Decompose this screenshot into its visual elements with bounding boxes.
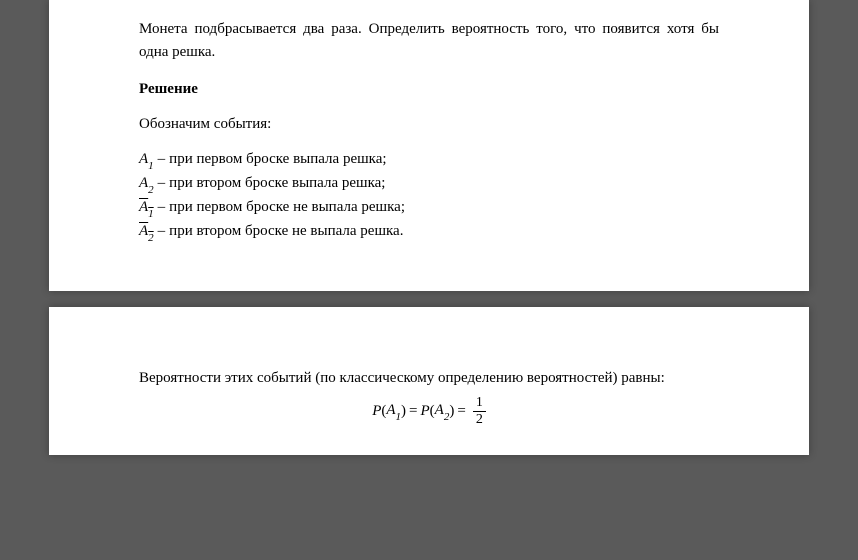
eq-denominator: 2 bbox=[473, 412, 486, 427]
event-var-bar: A2 bbox=[139, 221, 154, 245]
page-2: Вероятности этих событий (по классическо… bbox=[49, 307, 809, 455]
event-desc: при первом броске выпала решка; bbox=[169, 149, 386, 171]
event-var: A2 bbox=[139, 173, 154, 197]
eq-A2: A2 bbox=[435, 402, 450, 421]
eq-P1: P bbox=[372, 403, 381, 420]
designate-label: Обозначим события: bbox=[139, 116, 719, 133]
event-var: A1 bbox=[139, 149, 154, 173]
eq-numerator: 1 bbox=[473, 395, 486, 411]
event-line: A1 – при первом броске не выпала решка; bbox=[139, 197, 719, 221]
event-desc: при первом броске не выпала решка; bbox=[169, 197, 405, 219]
event-var-bar: A1 bbox=[139, 197, 154, 221]
probability-intro: Вероятности этих событий (по классическо… bbox=[139, 367, 719, 390]
page-1: Монета подбрасывается два раза. Определи… bbox=[49, 0, 809, 291]
event-line: A1 – при первом броске выпала решка; bbox=[139, 149, 719, 173]
eq-fraction: 1 2 bbox=[473, 395, 486, 427]
eq-equals: = bbox=[409, 403, 417, 420]
dash-sep: – bbox=[158, 197, 166, 219]
events-list: A1 – при первом броске выпала решка; A2 … bbox=[139, 149, 719, 245]
dash-sep: – bbox=[158, 173, 166, 195]
eq-equals-2: = bbox=[457, 403, 465, 420]
eq-A1: A1 bbox=[386, 402, 401, 421]
eq-P2: P bbox=[421, 403, 430, 420]
dash-sep: – bbox=[158, 221, 166, 243]
event-desc: при втором броске не выпала решка. bbox=[169, 221, 403, 243]
event-desc: при втором броске выпала решка; bbox=[169, 173, 385, 195]
solution-heading: Решение bbox=[139, 81, 719, 98]
event-line: A2 – при втором броске не выпала решка. bbox=[139, 221, 719, 245]
dash-sep: – bbox=[158, 149, 166, 171]
problem-statement: Монета подбрасывается два раза. Определи… bbox=[139, 18, 719, 63]
probability-equation: P(A1) = P(A2) = 1 2 bbox=[139, 395, 719, 427]
event-line: A2 – при втором броске выпала решка; bbox=[139, 173, 719, 197]
